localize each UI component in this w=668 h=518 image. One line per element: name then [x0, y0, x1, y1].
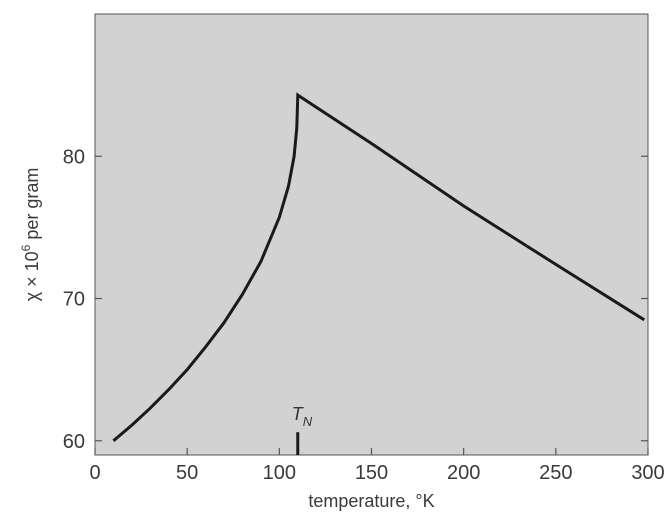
y-axis-label-exponent: 6 — [19, 244, 33, 251]
y-axis: 60 70 80 — [63, 146, 648, 453]
x-tick-label: 0 — [89, 462, 100, 484]
x-axis: 0 50 100 150 200 250 300 — [89, 448, 665, 484]
tn-main: T — [292, 404, 305, 424]
x-tick-label: 200 — [447, 462, 480, 484]
plot-area — [94, 13, 649, 456]
neel-temperature-label: TN — [292, 404, 313, 429]
x-tick-label: 250 — [539, 462, 572, 484]
x-axis-label: temperature, °K — [308, 491, 434, 511]
x-tick-label: 100 — [263, 462, 296, 484]
y-tick-label: 60 — [63, 431, 85, 453]
y-axis-label-rest: per gram — [22, 168, 42, 245]
tn-subscript: N — [303, 414, 313, 429]
series-line — [112, 92, 646, 442]
y-tick-label: 70 — [63, 289, 85, 311]
x-tick-label: 150 — [355, 462, 388, 484]
annotation-group: TN — [292, 404, 313, 455]
y-axis-label-chi: χ × 10 — [22, 251, 42, 301]
x-tick-label: 300 — [631, 462, 664, 484]
series-group — [112, 92, 646, 442]
x-tick-label: 50 — [176, 462, 198, 484]
y-axis-label: χ × 106 per gram — [19, 168, 42, 302]
y-tick-label: 80 — [63, 146, 85, 168]
